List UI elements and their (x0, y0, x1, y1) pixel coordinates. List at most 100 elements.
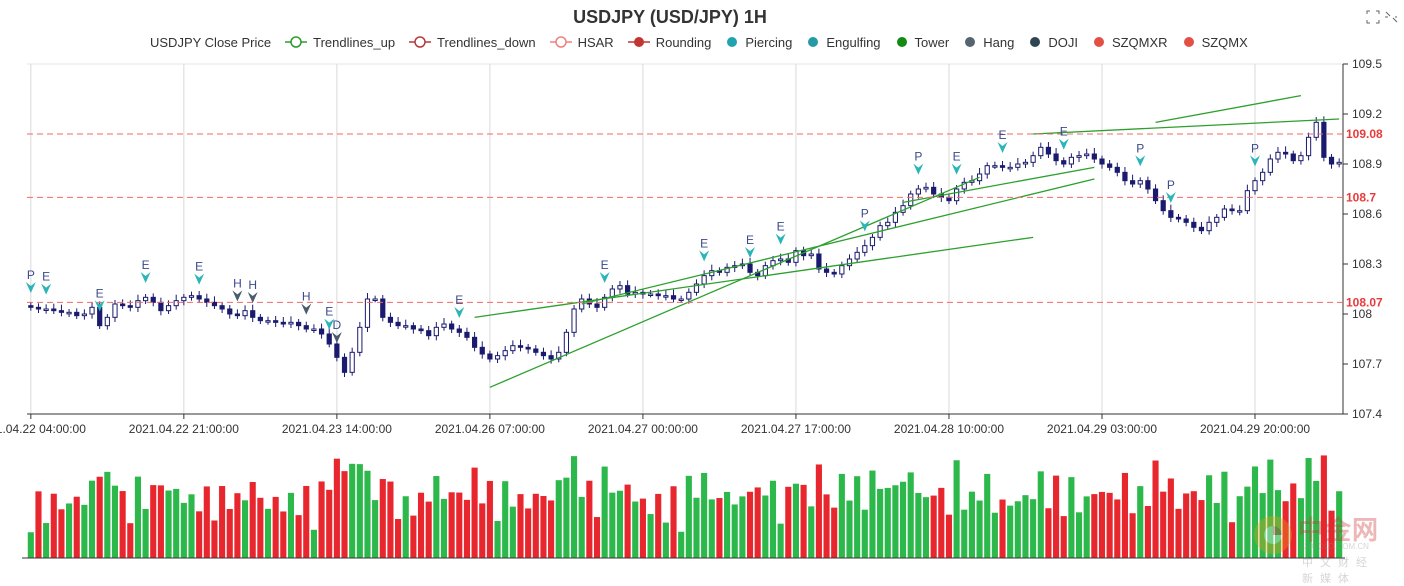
candle (334, 340, 340, 362)
volume-bar (96, 476, 103, 558)
candle (280, 317, 286, 328)
volume-bar (211, 520, 218, 558)
pattern-marker: E (41, 270, 52, 295)
volume-bar (440, 498, 448, 558)
legend-item-usdjpy-close-price[interactable]: USDJPY Close Price (150, 35, 271, 50)
legend-item-tower[interactable]: Tower (895, 35, 949, 50)
candle-body (1137, 180, 1143, 185)
candle (540, 347, 547, 360)
candle-body (341, 356, 348, 373)
pattern-marker: P (1250, 141, 1261, 167)
restore-icon[interactable] (1385, 11, 1398, 23)
candle-body (563, 331, 570, 353)
volume-bar (938, 487, 945, 558)
candle (326, 328, 332, 348)
candle (81, 309, 87, 320)
legend-item-hsar[interactable]: HSAR (549, 35, 614, 50)
candle-body (1298, 155, 1304, 162)
pattern-marker: E (194, 260, 205, 285)
candle-body (165, 305, 172, 312)
volume-bar (287, 492, 295, 558)
candle-body (265, 320, 271, 323)
candle-body (487, 353, 493, 360)
volume-bar (1228, 522, 1236, 558)
pattern-marker: D (331, 318, 342, 343)
legend: USDJPY Close Price Trendlines_up Trendline… (150, 33, 1262, 51)
legend-label: DOJI (1048, 34, 1078, 50)
volume-bar (73, 496, 80, 558)
candle (257, 314, 263, 324)
candle-body (318, 328, 325, 335)
candle-body (647, 293, 654, 296)
candle (1214, 214, 1220, 227)
marker-arrow-icon (1250, 155, 1261, 167)
volume-bar (249, 482, 256, 558)
candle-body (999, 165, 1006, 168)
volume-bar (716, 498, 723, 558)
legend-marker-icon (727, 37, 738, 47)
legend-item-doji[interactable]: DOJI (1028, 35, 1078, 50)
legend-item-piercing[interactable]: Piercing (725, 35, 792, 50)
legend-item-szqmxr[interactable]: SZQMXR (1092, 35, 1168, 50)
volume-bar (81, 504, 88, 558)
candle (173, 294, 179, 310)
candle-body (426, 330, 432, 337)
volume-bar (800, 484, 807, 558)
volume-bar (395, 519, 402, 558)
legend-marker-icon (965, 37, 976, 47)
volume-bar (1121, 472, 1129, 558)
volume-bar (66, 503, 73, 558)
candle (234, 309, 241, 319)
volume-bar (456, 492, 463, 558)
volume-bar (616, 490, 624, 558)
candle (670, 289, 677, 303)
candle-body (1267, 158, 1273, 173)
fullscreen-icon[interactable] (1366, 10, 1380, 24)
candle (135, 294, 141, 312)
volume-bar (88, 480, 96, 558)
volume-bar (1037, 471, 1044, 558)
volume-bar (226, 509, 233, 558)
volume-bar (1060, 516, 1067, 558)
candle-body (625, 285, 631, 295)
toolbox[interactable] (1366, 10, 1398, 24)
candle (869, 234, 876, 251)
pattern-marker: P (1165, 178, 1176, 203)
legend-item-trendlines-down[interactable]: Trendlines_down (409, 35, 536, 50)
y-tick-label: 108.3 (1352, 257, 1382, 271)
candle (341, 353, 348, 377)
legend-item-hang[interactable]: Hang (963, 35, 1014, 50)
legend-item-trendlines-up[interactable]: Trendlines_up (285, 35, 395, 50)
legend-item-rounding[interactable]: Rounding (627, 35, 711, 50)
candle (242, 305, 248, 320)
legend-item-engulfing[interactable]: Engulfing (806, 35, 881, 50)
volume-bar (310, 529, 317, 558)
candle-body (1252, 180, 1258, 192)
candle (66, 309, 72, 317)
candle-body (387, 316, 394, 323)
candle-body (1290, 153, 1296, 162)
candle-body (479, 346, 485, 355)
candle (1305, 132, 1312, 161)
legend-item-szqmx[interactable]: SZQMX (1182, 35, 1248, 50)
marker-label: E (953, 150, 961, 164)
candle-body (1313, 121, 1319, 138)
volume-bar (1075, 512, 1083, 558)
candle (1114, 162, 1120, 177)
volume-bar (578, 496, 585, 558)
marker-arrow-icon (859, 220, 870, 232)
marker-label: E (1060, 125, 1068, 139)
candle (533, 345, 539, 356)
candle (1137, 177, 1143, 188)
volume-bar (1336, 491, 1343, 558)
candle-body (1145, 180, 1151, 190)
volume-bar (976, 500, 983, 558)
volume-bar (1053, 475, 1060, 558)
candle-body (456, 328, 462, 333)
candle (1298, 151, 1304, 165)
candle (418, 325, 424, 334)
volume-bar (907, 472, 914, 558)
candle-body (525, 346, 531, 350)
candle-body (1015, 163, 1021, 168)
x-tick-label: 2021.04.27 00:00:00 (588, 422, 698, 436)
